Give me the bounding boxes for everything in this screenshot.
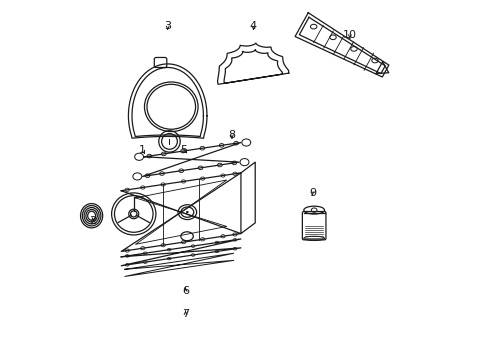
Text: 9: 9: [308, 188, 315, 198]
Text: 8: 8: [228, 130, 235, 140]
Text: 4: 4: [249, 21, 257, 31]
Text: 10: 10: [342, 30, 356, 40]
Text: 7: 7: [182, 309, 189, 319]
Text: 5: 5: [180, 145, 187, 155]
Ellipse shape: [186, 211, 188, 213]
Text: 3: 3: [164, 21, 171, 31]
Text: 1: 1: [139, 145, 146, 155]
Text: 6: 6: [182, 286, 189, 296]
Text: 2: 2: [89, 216, 96, 226]
